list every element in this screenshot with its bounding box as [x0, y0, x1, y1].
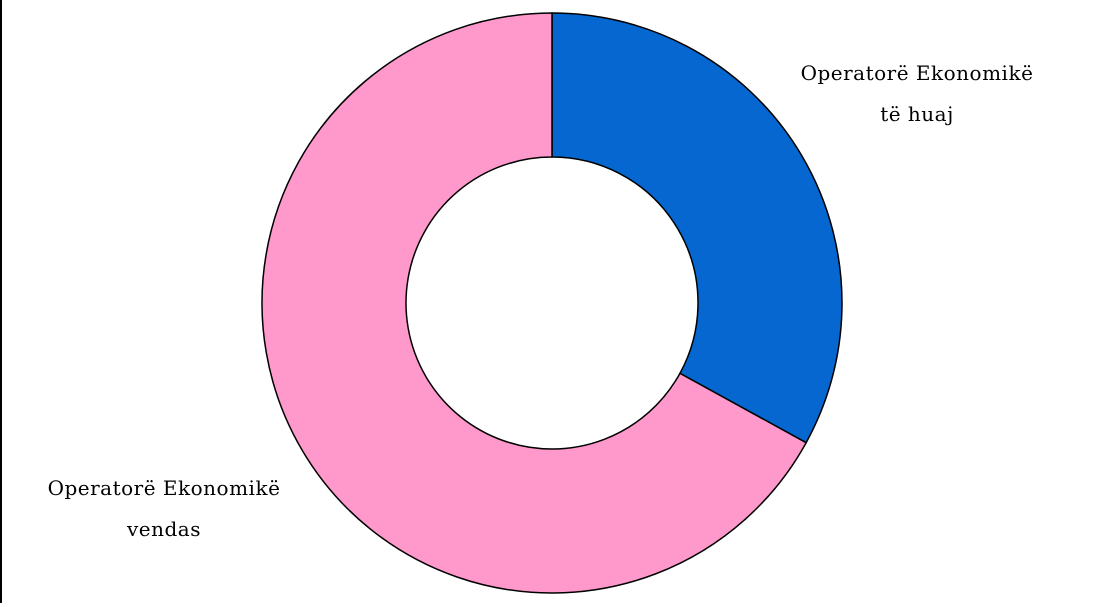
- labels-layer: Operatorë Ekonomikë të huaj Operatorë Ek…: [48, 61, 1034, 541]
- slice-label-foreign-line1: Operatorë Ekonomikë: [801, 61, 1034, 85]
- chart-left-border: [0, 0, 2, 603]
- slice-label-domestic-line1: Operatorë Ekonomikë: [48, 476, 281, 500]
- slice-domestic-operators: [261, 12, 808, 594]
- slice-label-domestic-line2: vendas: [126, 517, 201, 541]
- slice-foreign-operators: [551, 12, 843, 444]
- slices-layer: [261, 12, 843, 594]
- slice-label-foreign-line2: të huaj: [880, 102, 954, 126]
